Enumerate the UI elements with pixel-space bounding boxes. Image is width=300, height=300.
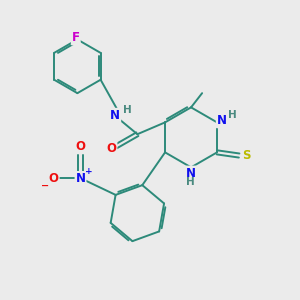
Text: H: H [228,110,237,120]
Text: N: N [110,109,120,122]
Text: O: O [49,172,59,185]
Text: H: H [186,177,195,187]
Text: O: O [76,140,85,153]
Text: +: + [85,167,92,176]
Text: O: O [106,142,116,155]
Text: F: F [72,32,80,44]
Text: N: N [186,167,196,180]
Text: S: S [242,149,250,162]
Text: −: − [41,181,49,191]
Text: H: H [123,105,132,115]
Text: N: N [76,172,85,185]
Text: N: N [217,114,227,127]
